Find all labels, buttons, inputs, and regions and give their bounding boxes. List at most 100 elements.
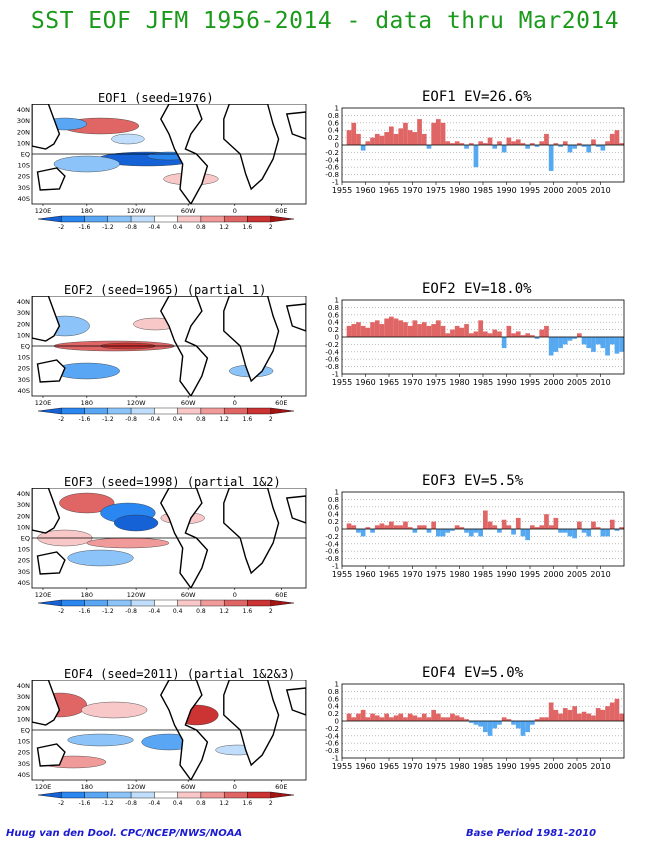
ts-bar (351, 122, 357, 145)
colorbar-label: -0.4 (149, 608, 161, 615)
ts-bar (520, 721, 526, 736)
colorbar-label: 2 (269, 608, 273, 615)
colorbar-label: 1.2 (219, 416, 229, 423)
ts-y-tick-label: -0.6 (325, 548, 339, 556)
ts-x-tick-label: 2005 (567, 570, 587, 579)
ts-bar (525, 721, 530, 733)
ts-bar (506, 325, 512, 337)
ts-bar (346, 523, 352, 529)
ts-x-tick-label: 1965 (379, 378, 399, 387)
ts-x-tick-label: 1955 (332, 186, 352, 194)
ts-bar (374, 133, 380, 145)
ts-bar (407, 130, 413, 145)
eof1-ts-title: EOF1 EV=26.6% (422, 89, 532, 105)
ts-y-tick-label: -0.2 (325, 725, 339, 733)
ts-bar (464, 145, 469, 149)
ts-y-tick-label: -0.8 (325, 747, 339, 755)
ts-x-tick-label: 1965 (379, 762, 399, 771)
map-lat-label: 40N (17, 682, 30, 690)
map-lon-label: 0 (233, 783, 237, 791)
ts-bar (398, 320, 404, 337)
colorbar-swatch (154, 599, 178, 607)
map-lon-label: 0 (233, 207, 237, 215)
ts-bar (511, 333, 516, 337)
ts-bar (600, 709, 606, 721)
colorbar-label: -1.2 (102, 608, 114, 615)
colorbar-label: -1.6 (79, 608, 91, 615)
ts-bar (384, 318, 389, 337)
ts-y-tick-label: 0.8 (328, 496, 339, 504)
map-lat-label: 30S (18, 760, 30, 768)
ts-bar (431, 122, 436, 145)
ts-bar (558, 145, 563, 147)
ts-bar (370, 529, 375, 533)
map-frame (31, 488, 307, 589)
ts-bar (539, 329, 545, 337)
ts-bar (454, 525, 460, 529)
map-lat-label: 10S (18, 162, 30, 170)
sst-anomaly-patch (59, 492, 115, 514)
ts-bar (501, 717, 507, 721)
map-lat-label: 30S (18, 376, 30, 384)
colorbar-swatch (223, 791, 248, 799)
ts-bar (581, 337, 587, 345)
colorbar-label: -1.6 (79, 224, 91, 231)
map-lat-label: EQ (21, 343, 30, 351)
eof4-timeseries-chart: -1-0.8-0.6-0.4-0.200.20.40.60.81 1955 1960… (325, 681, 625, 771)
colorbar-label: -0.8 (125, 224, 137, 231)
ts-bar (360, 529, 366, 537)
ts-bar (483, 721, 488, 733)
ts-bar (346, 713, 352, 721)
ts-bar (497, 721, 502, 725)
continent-outline (223, 680, 280, 767)
map-lat-label: 20N (17, 512, 30, 520)
colorbar-label: -0.8 (125, 608, 137, 615)
ts-bar (346, 325, 352, 337)
ts-bar (581, 711, 587, 721)
ts-bar (445, 333, 451, 337)
continent-outline (36, 167, 66, 191)
ts-bar (360, 709, 366, 721)
ts-bar (412, 529, 418, 533)
ts-bar (614, 529, 620, 531)
ts-bar (501, 145, 507, 153)
ts-y-tick-label: 0 (335, 142, 339, 150)
ts-bar (450, 713, 455, 721)
map-lon-label: 60W (181, 399, 196, 407)
ts-bar (530, 721, 535, 725)
ts-bar (407, 527, 413, 529)
ts-bar (356, 713, 361, 721)
colorbar-label: -0.8 (125, 416, 137, 423)
colorbar-swatch (154, 791, 178, 799)
ts-y-tick-label: -0.4 (325, 348, 339, 356)
ts-bar (605, 706, 610, 721)
ts-y-tick-label: -1 (332, 563, 339, 571)
ts-bar (393, 133, 399, 145)
ts-bar (370, 713, 375, 721)
ts-bar (412, 320, 418, 337)
ts-y-tick-label: 1 (335, 297, 339, 305)
ts-bar (520, 335, 526, 337)
colorbar-swatch (107, 791, 132, 799)
continent-outline (285, 111, 306, 140)
ts-bar (562, 337, 568, 345)
map-lat-label: 30N (17, 693, 30, 701)
footer-credit: Huug van den Dool. CPC/NCEP/NWS/NOAA (6, 828, 243, 839)
ts-bar (553, 709, 559, 721)
ts-bar (605, 337, 610, 356)
ts-bar (436, 119, 441, 145)
colorbar-label: 1.2 (219, 224, 229, 231)
ts-y-tick-label: 0.8 (328, 304, 339, 312)
ts-bar (445, 529, 451, 533)
ts-bar (515, 721, 521, 729)
ts-bar (572, 529, 577, 539)
colorbar-label: 1.6 (243, 800, 253, 807)
ts-bar (553, 143, 559, 145)
ts-x-tick-label: 1980 (449, 570, 469, 579)
continent-outline (223, 104, 280, 191)
ts-bar (497, 141, 502, 145)
ts-bar (567, 337, 573, 341)
map-lon-label: 60W (181, 591, 196, 599)
ts-bar (445, 717, 451, 721)
ts-bar (393, 525, 399, 529)
